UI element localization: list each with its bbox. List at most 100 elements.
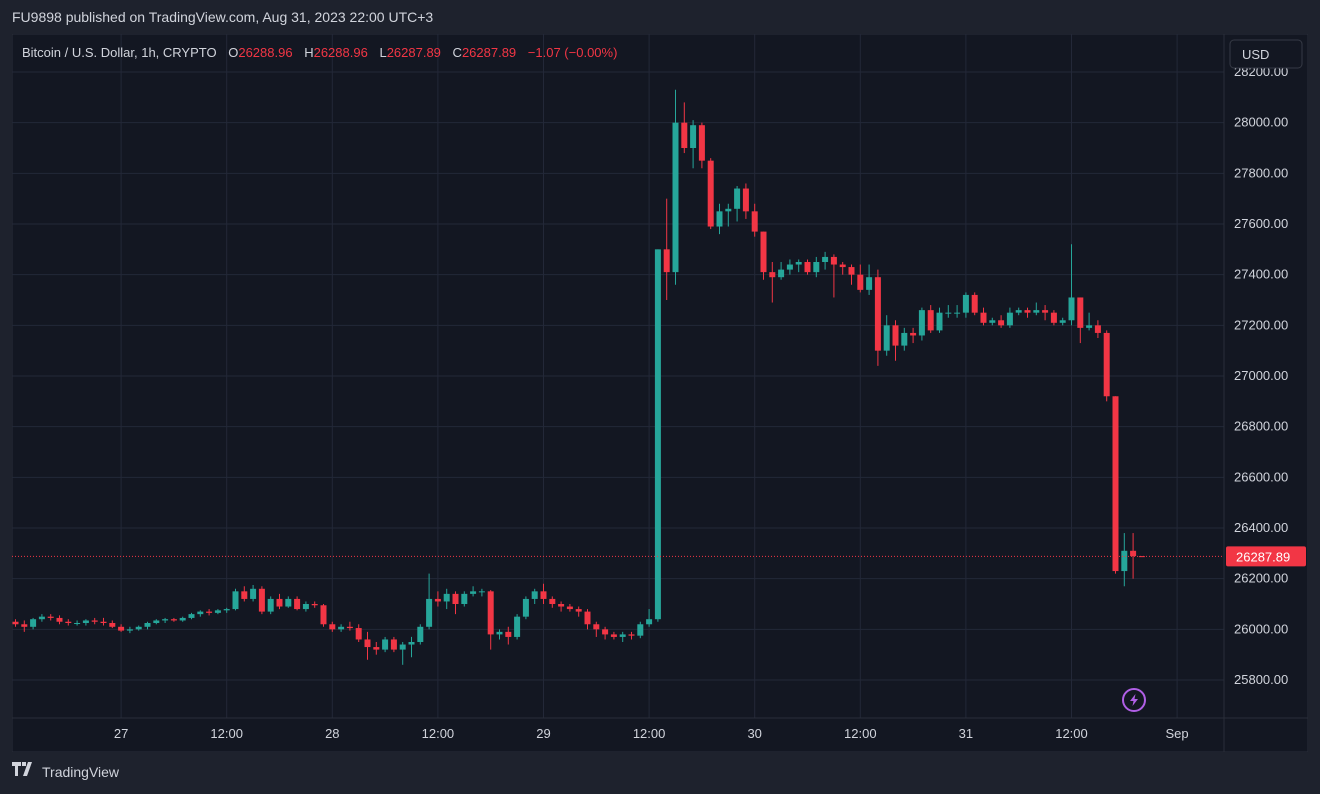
candle [998,315,1005,328]
last-price-label: 26287.89 [1236,549,1290,564]
candle [214,609,221,615]
candle-body [822,256,829,262]
candle [663,198,670,300]
candle-body [980,312,987,323]
candle-body [549,598,556,604]
candle-body [1112,396,1119,572]
candlestick-chart[interactable]: 25800.00 26000.00 26200.00 26400.00 26600.00… [11,33,1309,753]
candle [637,621,644,639]
legend-open: 26288.96 [238,45,292,60]
candle [21,620,28,632]
candle-body [232,591,239,610]
candle-body [47,616,54,618]
candle [434,591,441,607]
lightning-icon[interactable] [1122,688,1146,712]
candle-body [197,611,204,615]
x-tick-label: 30 [747,726,761,741]
candle [382,636,389,653]
candle-body [830,256,837,265]
candle-body [188,614,195,618]
x-tick-label: 12:00 [844,726,877,741]
candle [135,625,142,631]
candle [302,601,309,612]
candle [874,269,881,366]
candle [470,586,477,597]
candle-body [998,320,1005,326]
candle [118,624,125,632]
y-tick-label: 27400.00 [1234,267,1288,282]
candle-body [892,325,899,346]
candle [1130,533,1137,579]
y-tick-label: 27200.00 [1234,317,1288,332]
y-tick-label: 26000.00 [1234,621,1288,636]
candle [417,624,424,645]
candle-body [382,639,389,650]
candle-body [214,610,221,613]
candle [804,259,811,275]
candle [329,621,336,632]
candle-body [74,623,81,624]
candle [549,596,556,608]
candle [672,89,679,285]
candle-body [417,626,424,642]
candle [109,620,116,629]
candle-body [311,604,318,606]
candle-body [65,621,72,623]
candle [619,631,626,642]
candle-body [276,598,283,607]
candle [531,588,538,604]
legend-low-label: L [379,45,386,60]
candle-body [866,277,873,290]
candle [250,585,257,602]
candle [716,203,723,235]
candle-body [558,604,565,607]
candle [170,617,177,622]
candle [461,591,468,607]
candle-body [602,629,609,635]
y-tick-label: 28000.00 [1234,115,1288,130]
candle [830,254,837,298]
candle [496,629,503,640]
candle [1077,297,1084,344]
chart-panel[interactable]: 25800.00 26000.00 26200.00 26400.00 26600.00… [11,33,1309,753]
candle [399,642,406,665]
candle-body [786,264,793,270]
candle [355,624,362,642]
candle-body [179,617,186,621]
candle [408,636,415,658]
candle-body [769,272,776,278]
footer-branding: TradingView [12,762,119,781]
currency-button[interactable]: USD [1229,39,1303,69]
candle [778,262,785,280]
candle-body [470,591,477,594]
grid-lines [12,34,1224,718]
candle-body [250,588,257,599]
y-tick-label: 26800.00 [1234,419,1288,434]
candle-body [109,623,116,627]
candle-body [918,310,925,336]
publisher-caption: FU9898 published on TradingView.com, Aug… [12,9,434,25]
candle [30,617,37,630]
candle-body [390,639,397,650]
candle-body [628,634,635,636]
candle-body [346,626,353,629]
candle-body [452,593,459,604]
candle [734,186,741,222]
candle-body [857,274,864,290]
candle-body [1121,550,1128,572]
candle [505,626,512,645]
legend-close-label: C [453,45,462,60]
candle-body [285,598,292,607]
candle-body [408,642,415,645]
x-tick-label: 12:00 [210,726,243,741]
candle-body [839,264,846,268]
candle [910,327,917,344]
candle-body [637,624,644,636]
candle [100,617,107,626]
candle-body [38,616,45,620]
legend-symbol: Bitcoin / U.S. Dollar, 1h, CRYPTO [22,45,217,60]
candle [311,601,318,608]
candle-body [698,125,705,161]
candle [153,619,160,625]
candle [1050,310,1057,326]
